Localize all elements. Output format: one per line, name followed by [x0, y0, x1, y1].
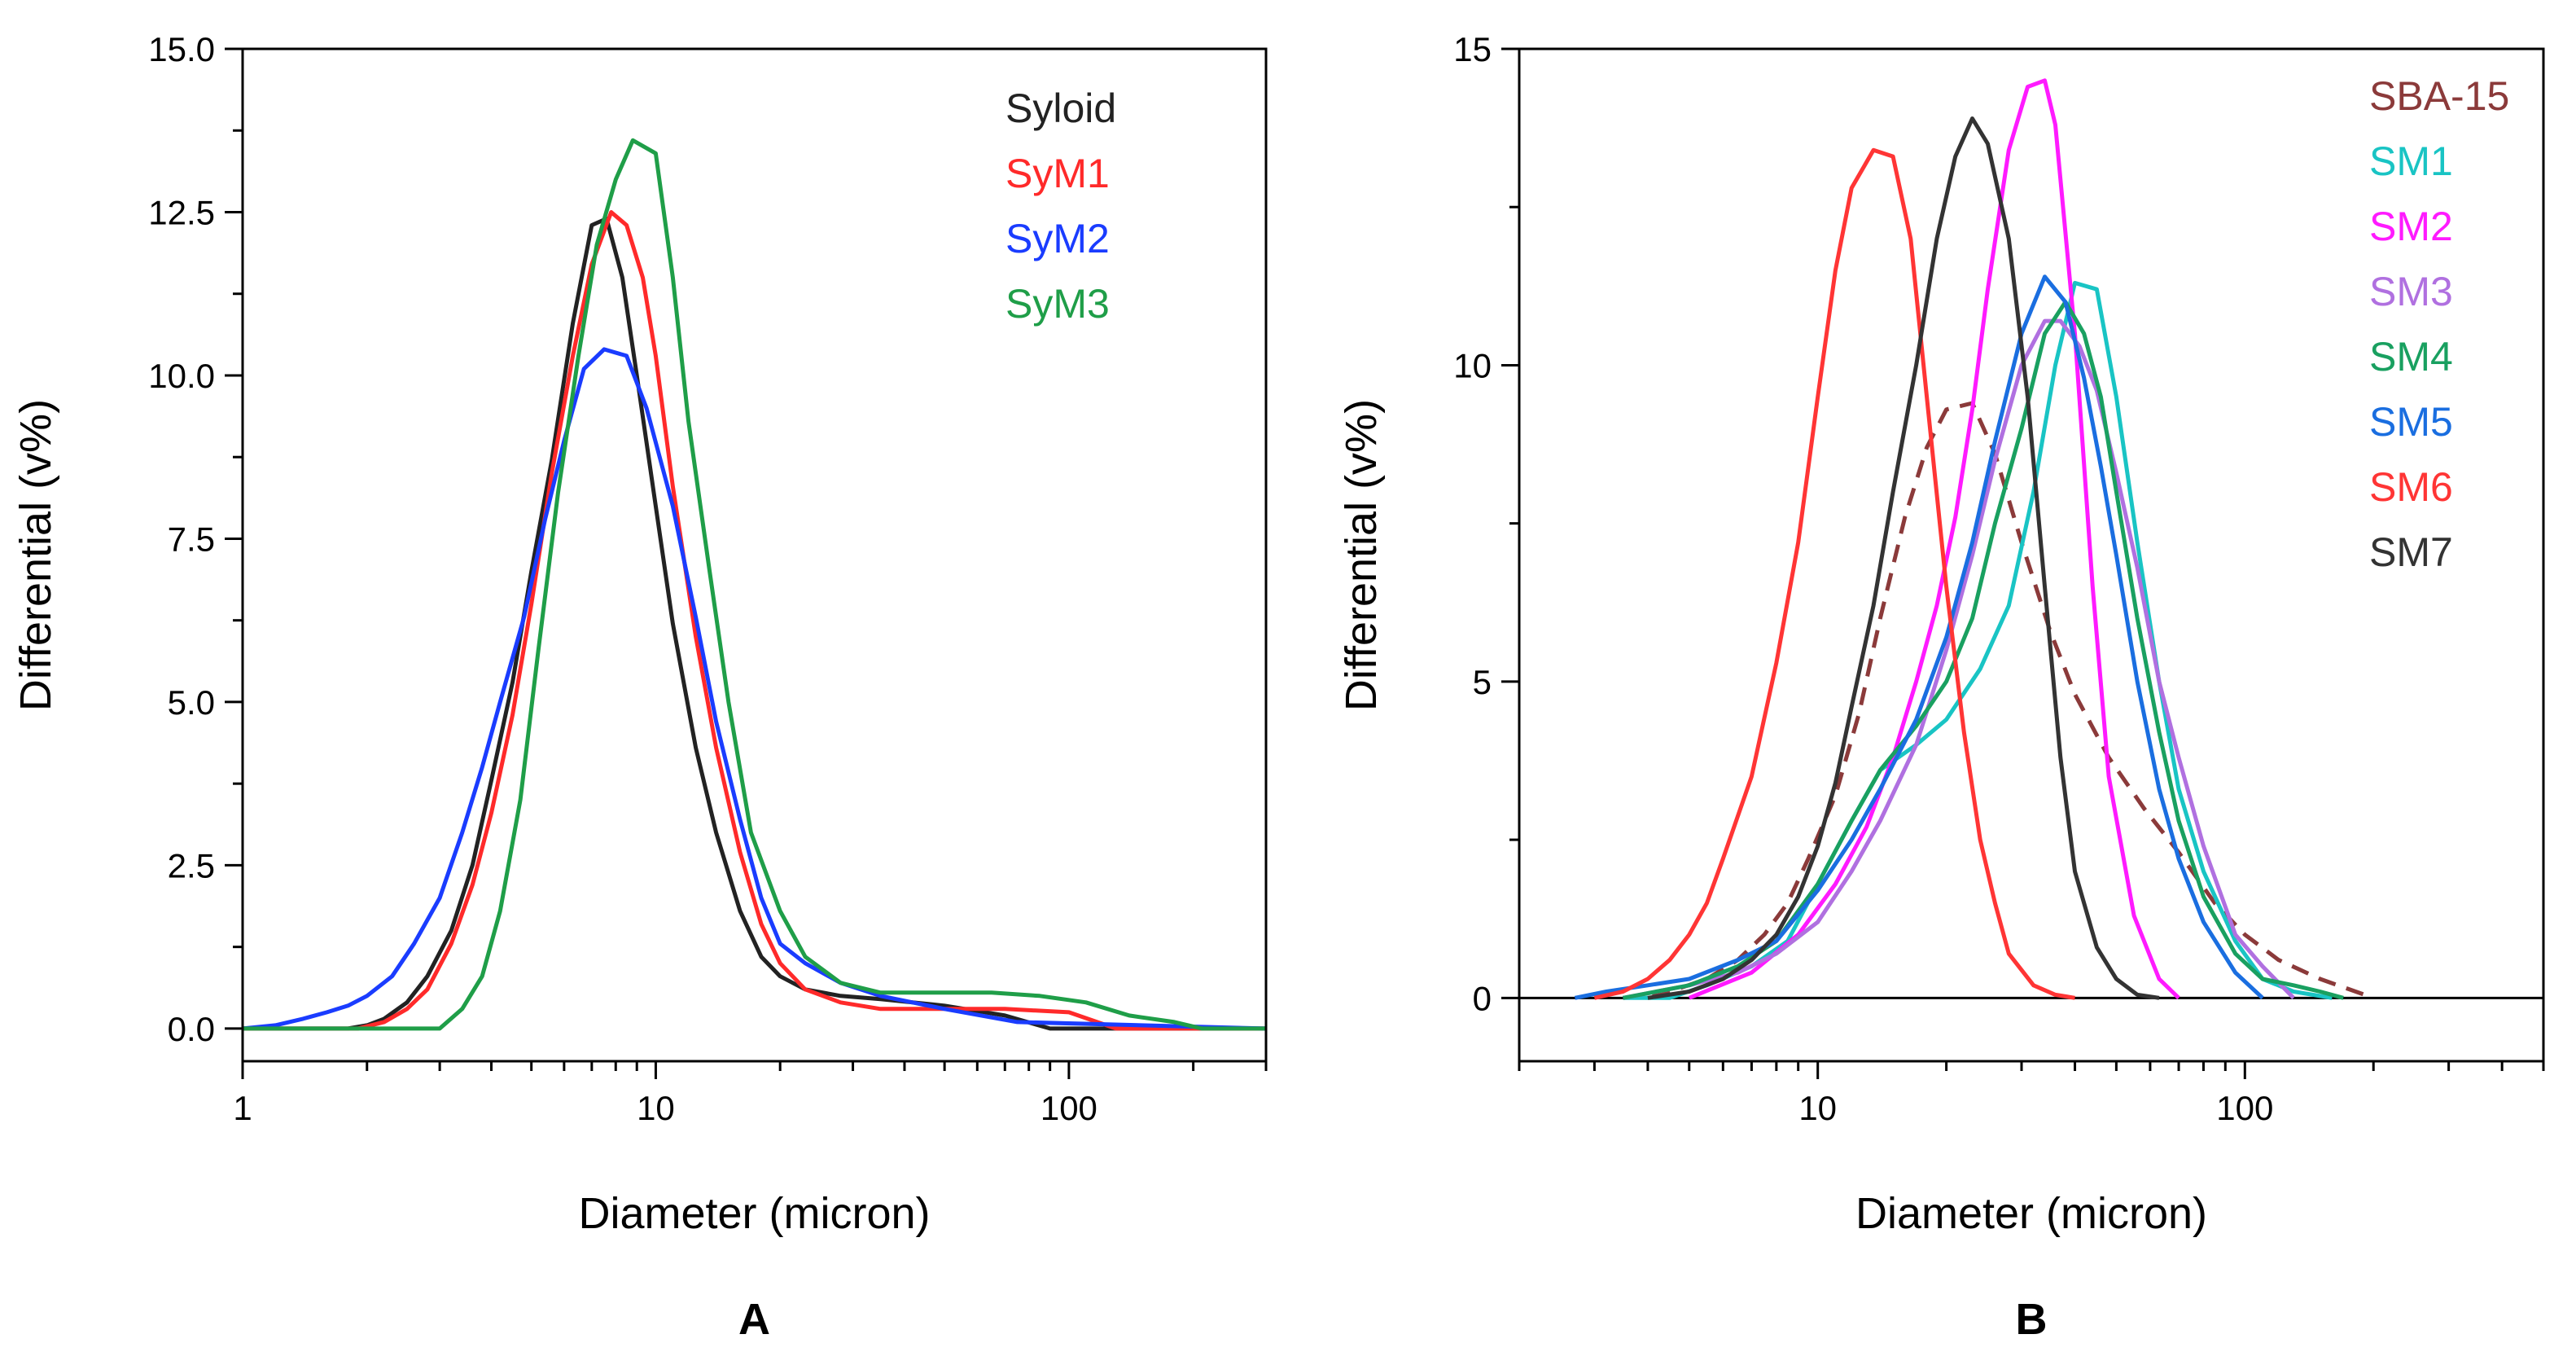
series-line-sm7 — [1647, 116, 2160, 1000]
y-tick-label: 15 — [1453, 30, 1492, 68]
series-line-sm1 — [1623, 280, 2333, 1000]
panel-label: B — [2016, 1295, 2048, 1344]
y-tick-label: 7.5 — [168, 520, 215, 558]
series-line-sba-15 — [1623, 401, 2375, 1000]
y-tick-label: 10 — [1453, 346, 1492, 384]
x-tick-label: 1 — [233, 1089, 252, 1127]
series-line-sym3 — [243, 138, 1266, 1031]
legend-entry: SyM2 — [1005, 216, 1110, 261]
y-tick-label: 10.0 — [148, 357, 215, 395]
series-line-sym2 — [243, 347, 1266, 1031]
y-tick-label: 2.5 — [168, 846, 215, 884]
series-line-sm5 — [1574, 274, 2264, 1000]
legend-entry: SyM1 — [1005, 151, 1110, 196]
x-axis-title: Diameter (micron) — [1855, 1189, 2207, 1238]
panel-label: A — [738, 1295, 770, 1344]
legend-entry: SM2 — [2369, 204, 2453, 249]
series-line-syloid — [243, 217, 1266, 1031]
panel-b: 10 100 0 5 10 15 Diameter (micron) Differential… — [1337, 30, 2545, 1344]
series-line-sm4 — [1623, 300, 2344, 1000]
legend-entry: SM1 — [2369, 138, 2453, 184]
series-group — [243, 138, 1266, 1031]
series-line-sym1 — [243, 210, 1266, 1031]
y-tick-label: 0.0 — [168, 1010, 215, 1048]
y-tick-label: 0 — [1473, 979, 1492, 1017]
legend-entry: Syloid — [1005, 86, 1116, 131]
series-line-sm6 — [1593, 147, 2075, 1000]
plot-frame — [1518, 47, 2545, 1063]
series-line-sm3 — [1623, 318, 2295, 1000]
legend-entry: SM3 — [2369, 269, 2453, 314]
x-tick-label: 10 — [1798, 1089, 1837, 1127]
legend-entry: SM7 — [2369, 529, 2453, 575]
legend-entry: SBA-15 — [2369, 73, 2509, 119]
y-tick-label: 5.0 — [168, 683, 215, 722]
legend-entry: SyM3 — [1005, 281, 1110, 327]
legend-entry: SM6 — [2369, 464, 2453, 510]
legend-entry: SM5 — [2369, 399, 2453, 445]
y-tick-label: 12.5 — [148, 193, 215, 231]
x-axis-title: Diameter (micron) — [578, 1189, 930, 1238]
y-tick-label: 15.0 — [148, 30, 215, 68]
y-axis-title: Differential (v%) — [1337, 399, 1386, 711]
x-tick-label: 10 — [637, 1089, 675, 1127]
x-tick-label: 100 — [2216, 1089, 2273, 1127]
series-line-sm2 — [1688, 78, 2180, 1000]
y-tick-label: 5 — [1473, 663, 1492, 701]
series-group — [1574, 78, 2375, 1000]
panel-a: 1 10 100 0.0 2.5 5.0 7.5 10.0 12.5 15.0 Diameter (… — [11, 30, 1268, 1344]
legend-entry: SM4 — [2369, 334, 2453, 380]
plot-frame — [241, 47, 1268, 1063]
x-tick-label: 100 — [1040, 1089, 1097, 1127]
y-axis-title: Differential (v%) — [11, 399, 60, 711]
